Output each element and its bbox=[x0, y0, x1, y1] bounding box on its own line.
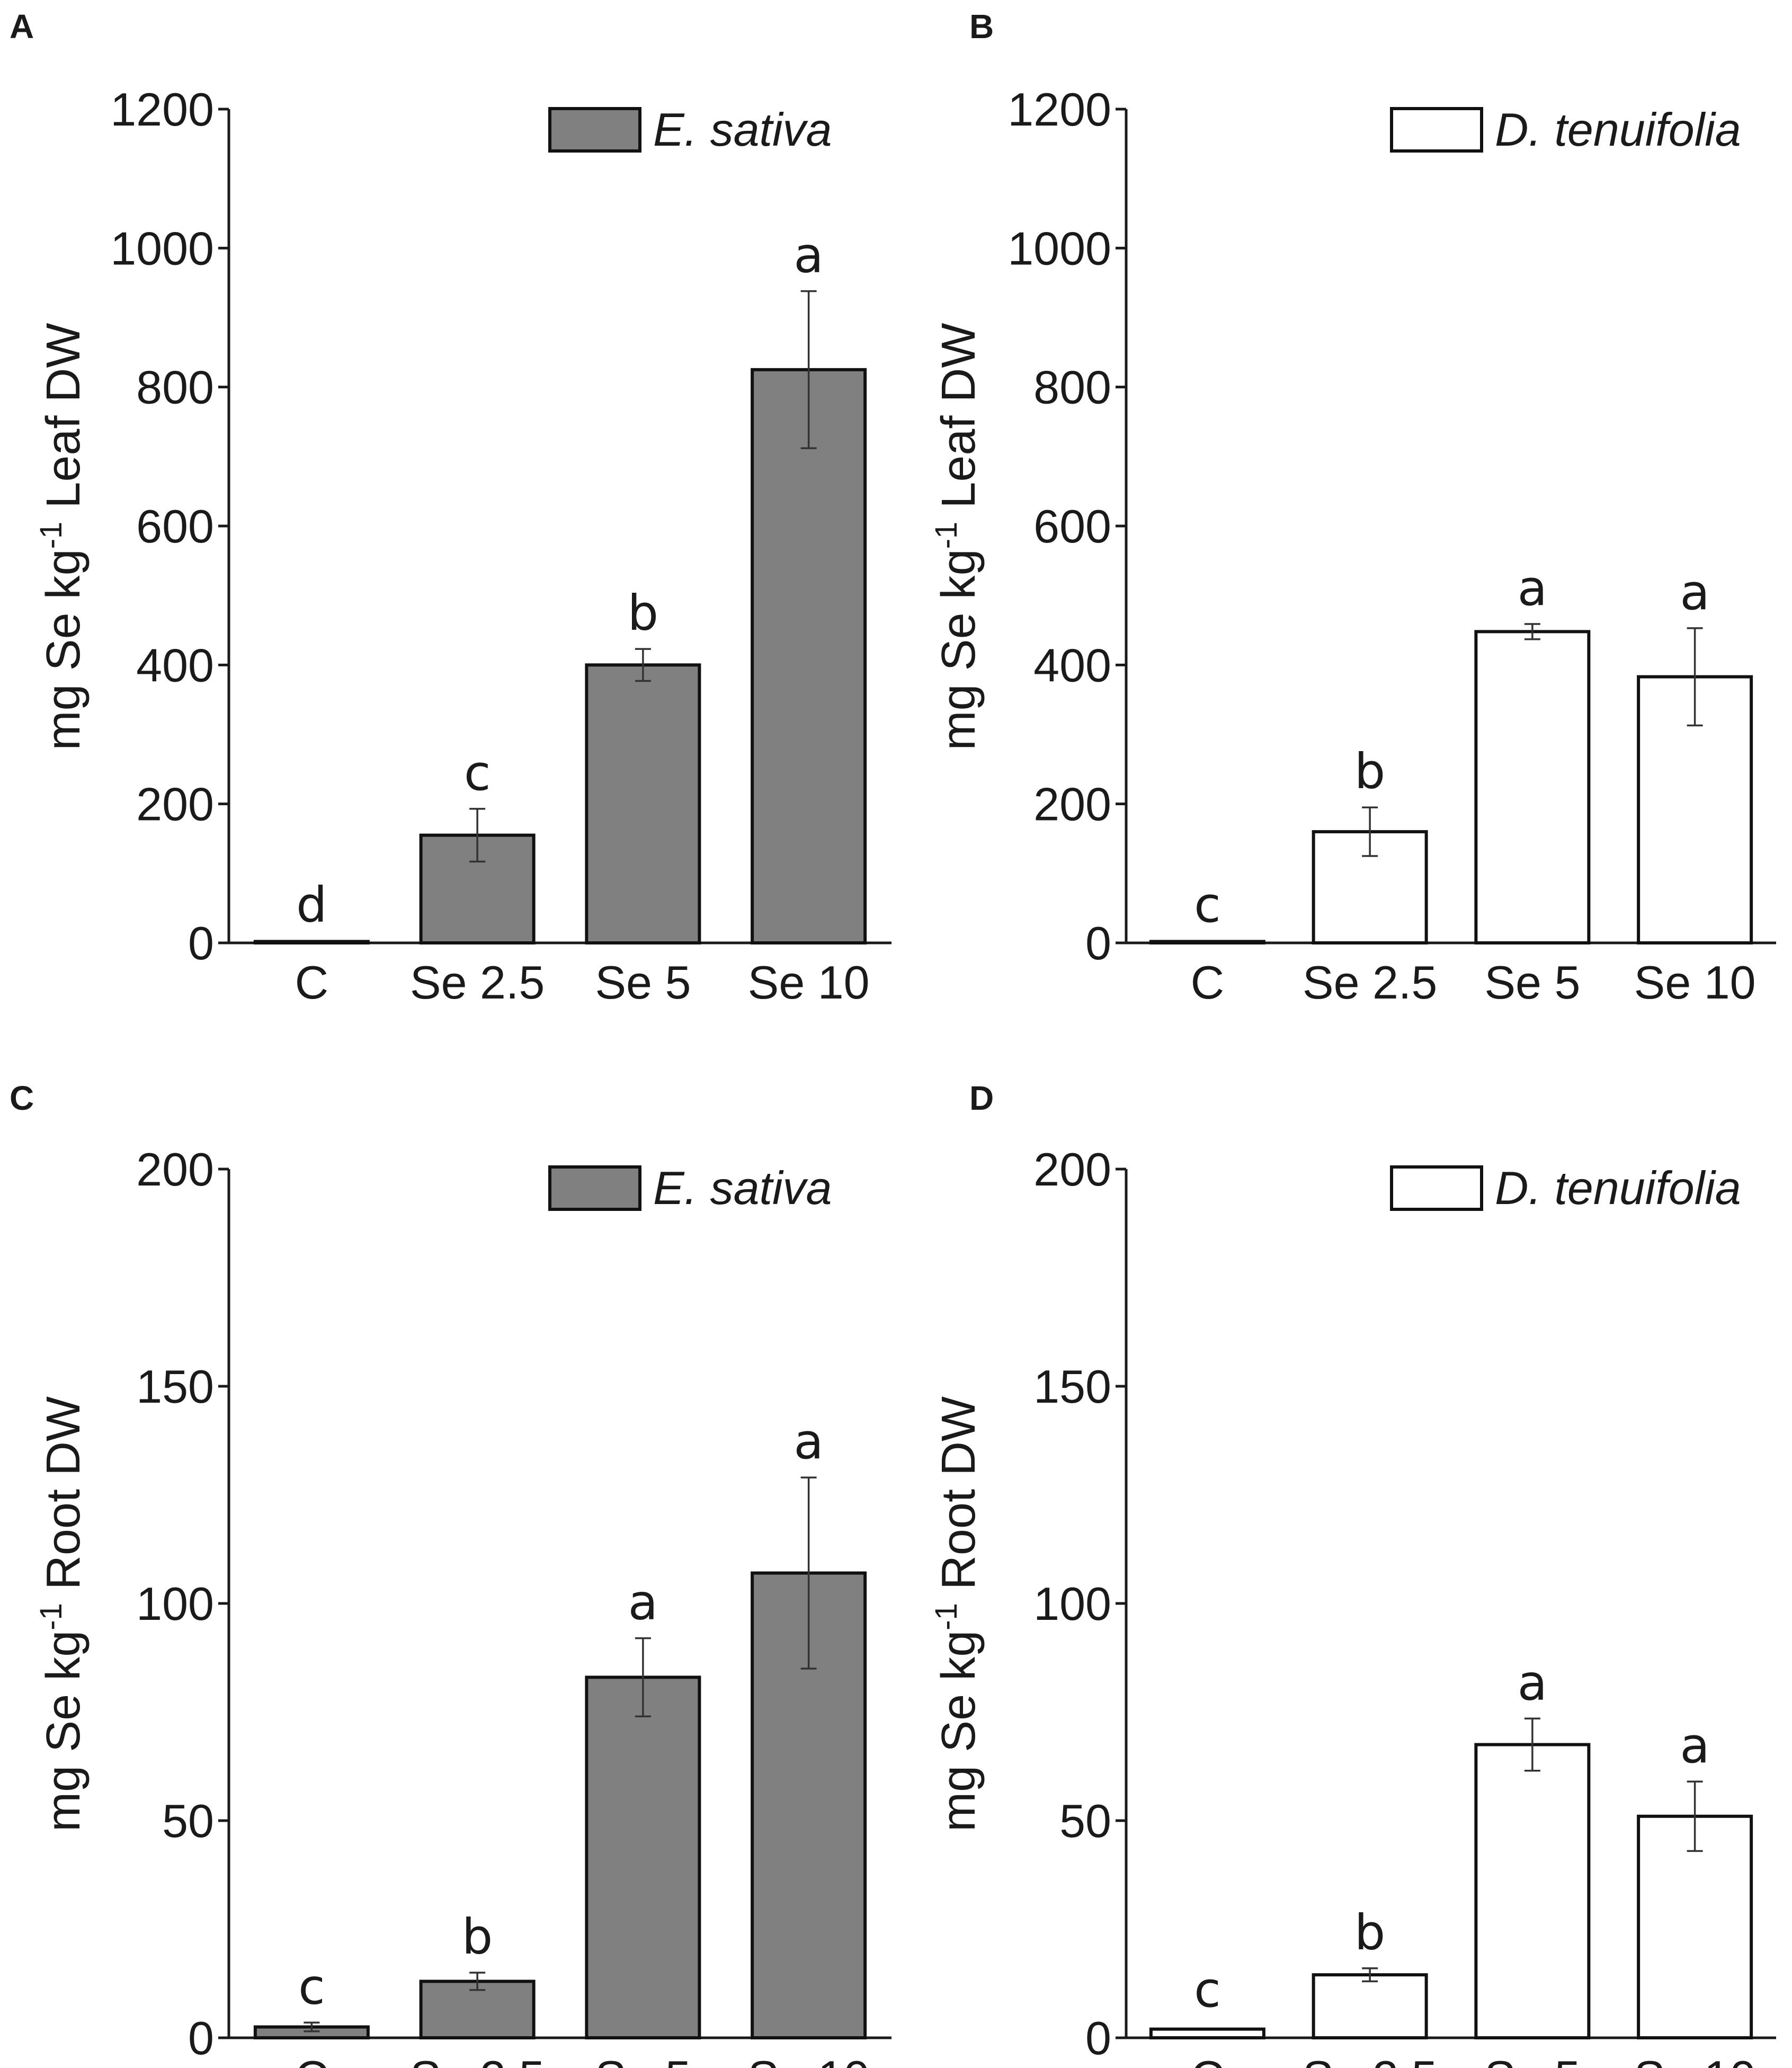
legend-swatch bbox=[1390, 1165, 1483, 1211]
bar bbox=[585, 663, 701, 945]
x-tick-label: C bbox=[295, 956, 329, 1009]
y-tick-label: 150 bbox=[136, 1360, 214, 1413]
panel-d: D 0 50 100 150 200 mg Se kg-1 Root DW c Cb Se 2.5… bbox=[929, 1079, 1776, 2068]
y-axis-label-sup: -1 bbox=[34, 1603, 68, 1630]
legend-label: E. sativa bbox=[653, 103, 832, 156]
x-tick-label: C bbox=[1191, 2051, 1225, 2068]
y-axis-label: mg Se kg-1 Root DW bbox=[929, 1396, 985, 1832]
bar bbox=[1637, 1814, 1753, 2040]
y-tick-label: 200 bbox=[1033, 1143, 1111, 1196]
x-tick-label: Se 10 bbox=[1634, 956, 1756, 1009]
panel-letter: C bbox=[10, 1079, 34, 1117]
y-tick-label: 100 bbox=[1033, 1577, 1111, 1630]
x-tick-label: Se 2.5 bbox=[1303, 956, 1437, 1009]
x-tick-label: Se 10 bbox=[748, 956, 870, 1009]
y-tick-label: 400 bbox=[136, 639, 214, 691]
y-tick-label: 0 bbox=[188, 2012, 214, 2064]
y-tick-label: 1000 bbox=[110, 222, 214, 274]
y-axis-label-rest: Root DW bbox=[37, 1396, 90, 1603]
y-tick-label: 1200 bbox=[110, 83, 214, 136]
y-axis-label-main: mg Se kg bbox=[932, 1630, 985, 1832]
significance-letter: b bbox=[1354, 1904, 1385, 1961]
y-tick-label: 800 bbox=[1033, 361, 1111, 414]
significance-letter: c bbox=[298, 1958, 325, 2015]
significance-letter: b bbox=[1354, 743, 1385, 800]
y-axis-label: mg Se kg-1 Leaf DW bbox=[929, 323, 985, 751]
y-axis-label-main: mg Se kg bbox=[37, 549, 90, 750]
y-tick-label: 100 bbox=[136, 1577, 214, 1630]
panel-letter: B bbox=[969, 7, 994, 46]
y-tick-label: 50 bbox=[162, 1795, 214, 1847]
panel-letter: D bbox=[969, 1079, 994, 1117]
y-tick-label: 0 bbox=[1085, 2012, 1111, 2064]
y-tick-label: 200 bbox=[1033, 778, 1111, 831]
y-tick-label: 800 bbox=[136, 361, 214, 414]
significance-letter: a bbox=[1680, 564, 1709, 621]
legend-label: E. sativa bbox=[653, 1162, 832, 1214]
significance-letter: c bbox=[1194, 877, 1221, 933]
x-tick-label: Se 10 bbox=[1634, 2051, 1756, 2068]
y-tick-label: 0 bbox=[188, 917, 214, 969]
y-axis-label-sup: -1 bbox=[929, 1603, 964, 1630]
significance-letter: d bbox=[296, 877, 327, 933]
significance-letter: a bbox=[794, 227, 823, 284]
legend-label: D. tenuifolia bbox=[1495, 1162, 1741, 1214]
significance-letter: a bbox=[1680, 1717, 1709, 1774]
legend-swatch bbox=[548, 107, 641, 153]
y-axis-label-rest: Leaf DW bbox=[932, 323, 985, 522]
y-axis-label-main: mg Se kg bbox=[932, 549, 985, 750]
bar bbox=[253, 940, 370, 945]
y-tick-label: 400 bbox=[1033, 639, 1111, 691]
x-tick-label: Se 10 bbox=[748, 2051, 870, 2068]
x-tick-label: Se 2.5 bbox=[410, 956, 545, 1009]
x-tick-label: Se 2.5 bbox=[410, 2051, 545, 2068]
x-tick-label: Se 2.5 bbox=[1303, 2051, 1437, 2068]
significance-letter: b bbox=[462, 1909, 493, 1965]
panel-c: C 0 50 100 150 200 mg Se kg-1 Root DW c Cb Se 2.5… bbox=[10, 1079, 891, 2068]
x-tick-label: C bbox=[1191, 956, 1225, 1009]
y-tick-label: 0 bbox=[1085, 917, 1111, 969]
significance-letter: a bbox=[1518, 560, 1547, 617]
x-tick-label: Se 5 bbox=[595, 956, 691, 1009]
y-tick-label: 1000 bbox=[1008, 222, 1111, 274]
x-tick-label: Se 5 bbox=[1484, 956, 1580, 1009]
significance-letter: a bbox=[628, 1574, 658, 1631]
panel-a: A 0 200 400 600 800 1000 1200 mg Se kg-1 Leaf DW… bbox=[10, 7, 891, 1009]
bar bbox=[1149, 2027, 1265, 2040]
y-tick-label: 600 bbox=[1033, 500, 1111, 552]
significance-letter: b bbox=[628, 585, 658, 641]
y-axis-label: mg Se kg-1 Leaf DW bbox=[34, 323, 90, 751]
bar bbox=[1312, 1973, 1428, 2040]
bar bbox=[585, 1675, 701, 2039]
y-axis-label-rest: Root DW bbox=[932, 1396, 985, 1603]
x-tick-label: Se 5 bbox=[595, 2051, 691, 2068]
bar bbox=[1474, 1743, 1591, 2039]
bar bbox=[1474, 630, 1591, 944]
x-tick-label: C bbox=[295, 2051, 329, 2068]
significance-letter: a bbox=[794, 1413, 823, 1470]
significance-letter: a bbox=[1518, 1654, 1547, 1711]
legend-swatch bbox=[1390, 107, 1483, 153]
y-axis-label-sup: -1 bbox=[34, 522, 68, 549]
y-axis-label-sup: -1 bbox=[929, 522, 964, 549]
bar bbox=[1149, 940, 1265, 945]
y-tick-label: 1200 bbox=[1008, 83, 1111, 136]
panel-b: B 0 200 400 600 800 1000 1200 mg Se kg-1 Leaf DW… bbox=[929, 7, 1776, 1009]
y-tick-label: 200 bbox=[136, 778, 214, 831]
x-tick-label: Se 5 bbox=[1484, 2051, 1580, 2068]
legend-label: D. tenuifolia bbox=[1495, 103, 1741, 156]
y-axis-label-rest: Leaf DW bbox=[37, 323, 90, 522]
panel-letter: A bbox=[10, 7, 34, 46]
y-tick-label: 600 bbox=[136, 500, 214, 552]
legend-swatch bbox=[548, 1165, 641, 1211]
y-tick-label: 150 bbox=[1033, 1360, 1111, 1413]
bar bbox=[751, 368, 867, 944]
y-axis-label-main: mg Se kg bbox=[37, 1630, 90, 1832]
y-axis-label: mg Se kg-1 Root DW bbox=[34, 1396, 90, 1832]
y-tick-label: 200 bbox=[136, 1143, 214, 1196]
significance-letter: c bbox=[464, 745, 491, 801]
y-tick-label: 50 bbox=[1059, 1795, 1111, 1847]
significance-letter: c bbox=[1194, 1962, 1221, 2018]
